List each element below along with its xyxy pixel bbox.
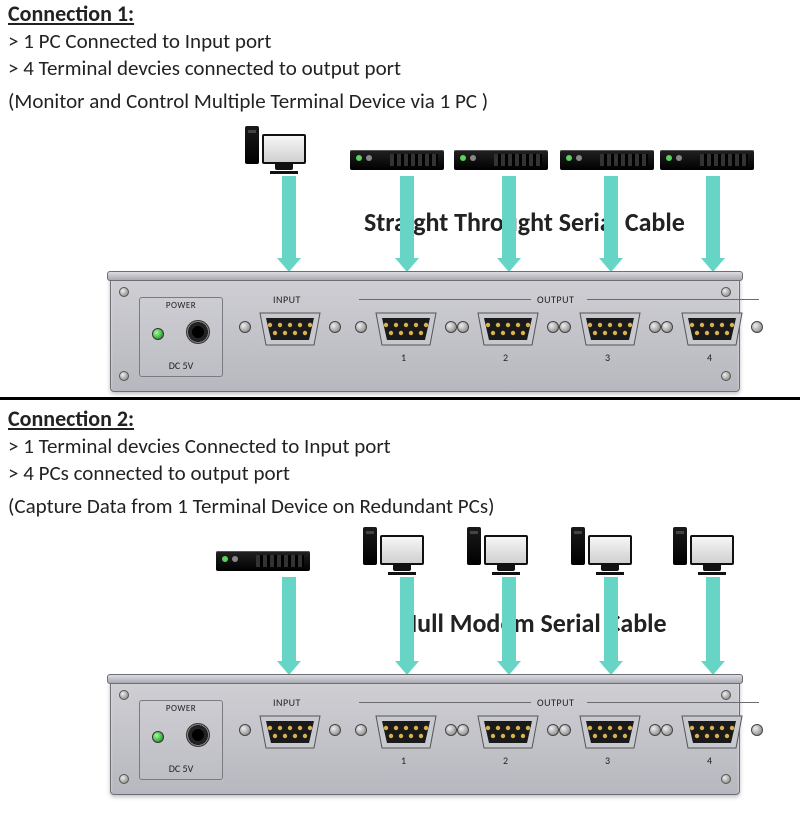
output-port-icon: [369, 311, 443, 347]
port-screw-icon: [751, 321, 763, 333]
output-label: OUTPUT: [537, 293, 574, 306]
output-port-icon: [573, 714, 647, 750]
port-screw-icon: [661, 724, 673, 736]
splitter-box-1: POWER DC 5V INPUT OUTPUT 1 2 3 4: [110, 276, 740, 392]
dc-jack-icon: [186, 723, 210, 747]
dc-label: DC 5V: [140, 359, 222, 372]
port-screw-icon: [457, 724, 469, 736]
power-led-icon: [152, 731, 164, 743]
connection-arrow-icon: [704, 176, 722, 272]
dc-label: DC 5V: [140, 762, 222, 775]
connection-arrow-icon: [398, 176, 416, 272]
port-screw-icon: [329, 321, 341, 333]
port-screw-icon: [239, 724, 251, 736]
port-number-label: 2: [503, 754, 509, 767]
port-number-label: 1: [401, 351, 407, 364]
input-label: INPUT: [273, 696, 301, 709]
port-screw-icon: [355, 321, 367, 333]
port-screw-icon: [751, 724, 763, 736]
dc-jack-icon: [186, 320, 210, 344]
power-label: POWER: [140, 300, 222, 311]
screw-icon: [721, 774, 731, 784]
output-port-icon: [675, 311, 749, 347]
connection-arrow-icon: [500, 176, 518, 272]
power-led-icon: [152, 328, 164, 340]
port-screw-icon: [355, 724, 367, 736]
port-number-label: 3: [605, 351, 611, 364]
output-label: OUTPUT: [537, 696, 574, 709]
port-number-label: 2: [503, 351, 509, 364]
connection-arrow-icon: [602, 577, 620, 675]
power-area: POWER DC 5V: [139, 700, 223, 780]
output-rule: [587, 702, 759, 703]
power-area: POWER DC 5V: [139, 297, 223, 377]
connection-arrow-icon: [602, 176, 620, 272]
output-port-icon: [471, 714, 545, 750]
connection-arrow-icon: [398, 577, 416, 675]
port-number-label: 4: [707, 351, 713, 364]
screw-icon: [721, 690, 731, 700]
screw-icon: [119, 690, 129, 700]
port-number-label: 1: [401, 754, 407, 767]
input-label: INPUT: [273, 293, 301, 306]
splitter-box-2: POWER DC 5V INPUT OUTPUT 1 2 3 4: [110, 679, 740, 795]
connection-1-section: Connection 1: > 1 PC Connected to Input …: [0, 0, 800, 397]
connection-arrow-icon: [280, 176, 298, 272]
port-screw-icon: [649, 724, 661, 736]
output-rule: [359, 299, 531, 300]
port-screw-icon: [239, 321, 251, 333]
input-port-icon: [253, 311, 327, 347]
output-port-icon: [675, 714, 749, 750]
port-screw-icon: [445, 321, 457, 333]
screw-icon: [119, 371, 129, 381]
port-number-label: 4: [707, 754, 713, 767]
port-screw-icon: [445, 724, 457, 736]
port-screw-icon: [559, 724, 571, 736]
port-number-label: 3: [605, 754, 611, 767]
port-screw-icon: [559, 321, 571, 333]
connection-arrow-icon: [500, 577, 518, 675]
output-port-icon: [471, 311, 545, 347]
connection-arrow-icon: [704, 577, 722, 675]
output-port-icon: [573, 311, 647, 347]
output-rule: [359, 702, 531, 703]
screw-icon: [721, 287, 731, 297]
connection-2-section: Connection 2: > 1 Terminal devcies Conne…: [0, 397, 800, 814]
input-port-icon: [253, 714, 327, 750]
box-top-edge: [107, 674, 743, 684]
port-screw-icon: [649, 321, 661, 333]
port-screw-icon: [661, 321, 673, 333]
port-screw-icon: [547, 321, 559, 333]
screw-icon: [119, 287, 129, 297]
output-port-icon: [369, 714, 443, 750]
power-label: POWER: [140, 703, 222, 714]
port-screw-icon: [547, 724, 559, 736]
screw-icon: [721, 371, 731, 381]
output-rule: [587, 299, 759, 300]
screw-icon: [119, 774, 129, 784]
port-screw-icon: [457, 321, 469, 333]
connection-arrow-icon: [280, 577, 298, 675]
port-screw-icon: [329, 724, 341, 736]
box-top-edge: [107, 271, 743, 281]
